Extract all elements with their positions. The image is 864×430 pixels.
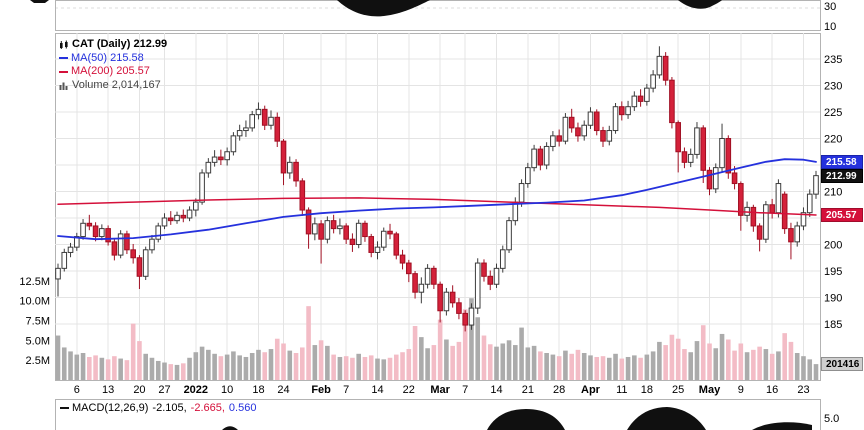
svg-text:5.0M: 5.0M xyxy=(26,335,50,347)
svg-text:23: 23 xyxy=(797,384,809,396)
macd-legend: MACD(12,26,9) -2.105, -2.665, 0.560 xyxy=(60,402,256,414)
svg-text:18: 18 xyxy=(252,384,264,396)
upper-axis-label-10: 10 xyxy=(824,21,837,33)
legend-ticker-row: CAT (Daily) 212.99 xyxy=(59,38,167,52)
svg-text:12.5M: 12.5M xyxy=(19,276,50,288)
volume-badge: 201416 xyxy=(821,357,863,371)
volume-axis-labels: 12.5M 10.0M 7.5M 5.0M 2.5M xyxy=(19,276,50,367)
macd-hist-value: 0.560 xyxy=(228,402,257,414)
svg-text:2.5M: 2.5M xyxy=(26,355,50,367)
svg-text:16: 16 xyxy=(766,384,778,396)
ma50-line xyxy=(57,158,817,241)
legend-ma200-row: MA(200) 205.57 xyxy=(59,65,167,79)
svg-text:230: 230 xyxy=(824,81,842,93)
svg-text:Feb: Feb xyxy=(311,384,331,396)
ma200-line-swatch xyxy=(59,70,68,73)
legend-volume: Volume 2,014,167 xyxy=(72,78,161,91)
legend-ma50-row: MA(50) 215.58 xyxy=(59,52,167,66)
svg-text:225: 225 xyxy=(824,107,842,119)
macd-axis-label: 5.0 xyxy=(824,413,840,425)
price-axis-labels: 235230225220215210205200195190185 xyxy=(824,54,842,331)
svg-text:27: 27 xyxy=(158,384,170,396)
svg-text:25: 25 xyxy=(672,384,684,396)
svg-text:14: 14 xyxy=(371,384,383,396)
svg-text:10.0M: 10.0M xyxy=(19,296,50,308)
upper-axis-label-30: 30 xyxy=(824,1,837,13)
legend-ma50: MA(50) 215.58 xyxy=(71,51,144,64)
upper-indicator-fragment xyxy=(30,0,722,17)
macd-line-swatch xyxy=(60,407,69,409)
legend-ma200: MA(200) 205.57 xyxy=(71,65,150,77)
svg-text:14: 14 xyxy=(490,384,502,396)
svg-text:10: 10 xyxy=(221,384,233,396)
x-axis-labels: 6 13 20 27 2022 10 18 24 Feb 7 14 22 Mar 7 14 21 28 Apr 11… xyxy=(74,384,810,396)
chart-legend: CAT (Daily) 212.99 MA(50) 215.58 MA(200)… xyxy=(59,38,167,92)
svg-text:22: 22 xyxy=(403,384,415,396)
svg-text:21: 21 xyxy=(522,384,534,396)
ma200-badge: 205.57 xyxy=(821,208,863,222)
legend-volume-row: Volume 2,014,167 xyxy=(59,79,167,93)
ma50-badge: 215.58 xyxy=(821,155,863,169)
legend-ticker: CAT (Daily) 212.99 xyxy=(72,38,168,50)
svg-text:235: 235 xyxy=(824,54,842,66)
candles-layer xyxy=(55,46,819,332)
svg-text:2022: 2022 xyxy=(184,384,208,396)
panel-frames xyxy=(55,0,821,430)
svg-text:210: 210 xyxy=(824,187,842,199)
candlestick-icon xyxy=(59,40,69,50)
svg-text:7.5M: 7.5M xyxy=(26,315,50,327)
svg-text:24: 24 xyxy=(277,384,289,396)
svg-text:Mar: Mar xyxy=(430,384,450,396)
svg-text:28: 28 xyxy=(553,384,565,396)
svg-text:13: 13 xyxy=(102,384,114,396)
macd-indicator-fragment xyxy=(222,407,812,430)
svg-text:220: 220 xyxy=(824,134,842,146)
svg-text:11: 11 xyxy=(616,384,627,396)
svg-text:20: 20 xyxy=(133,384,145,396)
macd-label: MACD(12,26,9) xyxy=(72,402,149,414)
svg-text:185: 185 xyxy=(824,319,842,331)
svg-text:18: 18 xyxy=(641,384,653,396)
svg-text:Apr: Apr xyxy=(581,384,601,396)
macd-value: -2.105, xyxy=(152,402,187,414)
last-price-badge: 212.99 xyxy=(821,169,863,183)
svg-text:9: 9 xyxy=(738,384,744,396)
svg-text:195: 195 xyxy=(824,266,842,278)
svg-text:7: 7 xyxy=(462,384,468,396)
svg-text:May: May xyxy=(699,384,721,396)
macd-signal-value: -2.665, xyxy=(190,402,225,414)
svg-text:200: 200 xyxy=(824,240,842,252)
svg-text:6: 6 xyxy=(74,384,80,396)
svg-text:7: 7 xyxy=(343,384,349,396)
volume-bars-icon xyxy=(59,81,69,90)
svg-text:190: 190 xyxy=(824,293,842,305)
ma50-line-swatch xyxy=(59,57,68,60)
volume-bars xyxy=(55,298,819,380)
ma200-line xyxy=(57,197,817,216)
